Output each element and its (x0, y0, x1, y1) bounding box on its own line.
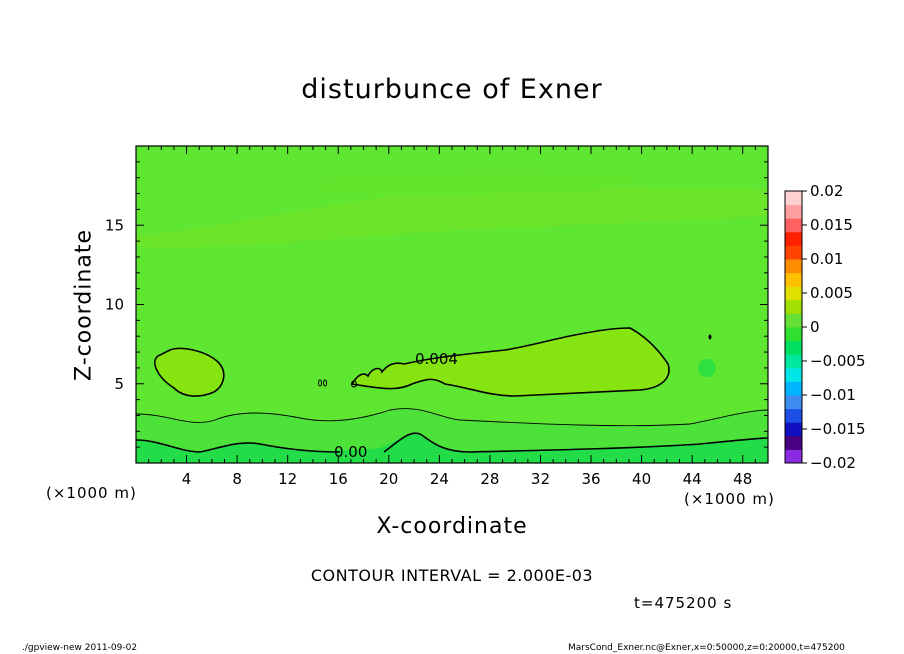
colorbar-tick-label: 0.01 (810, 250, 843, 268)
contour-cell-b (323, 379, 327, 387)
colorbar-swatch (785, 395, 802, 410)
field-small-cell (698, 359, 716, 377)
colorbar-tick-label: 0 (810, 318, 820, 336)
x-tick-label: 36 (581, 470, 600, 488)
colorbar-swatch (785, 422, 802, 437)
contour-cell-a (318, 379, 322, 387)
colorbar-swatch (785, 327, 802, 342)
contour-line-lower (136, 408, 768, 427)
x-tick-label: 44 (683, 470, 702, 488)
colorbar-swatch (785, 313, 802, 328)
colorbar-swatch (785, 435, 802, 450)
contour-label-upper: 0.004 (415, 350, 458, 368)
field-upper-band-inner (310, 170, 638, 196)
x-tick-label: 24 (430, 470, 449, 488)
field-surface (136, 433, 768, 463)
colorbar-tick-label: −0.02 (810, 454, 856, 472)
x-tick-label: 16 (329, 470, 348, 488)
chart-title: disturbunce of Exner (301, 74, 603, 105)
colorbar-tick-label: −0.005 (810, 352, 866, 370)
colorbar: 0.02 0.015 0.01 0.005 0 −0.005 −0.01 −0.015 −0.0… (784, 182, 866, 472)
time-stamp: t=475200 s (634, 594, 733, 612)
y-tick-label: 5 (114, 375, 124, 393)
colorbar-tick-label: 0.005 (810, 284, 853, 302)
y-axis-label: Z-coordinate (71, 229, 97, 381)
colorbar-swatch (785, 245, 802, 260)
contour-cell-c (351, 380, 357, 388)
colorbar-swatch (785, 381, 802, 396)
footer-right: MarsCond_Exner.nc@Exner,x=0:50000,z=0:20… (568, 643, 845, 653)
colorbar-tick-label: 0.015 (810, 216, 853, 234)
colorbar-swatch (785, 408, 802, 423)
y-axis: 5 10 15 (105, 161, 768, 448)
colorbar-swatch (785, 354, 802, 369)
x-tick-label: 32 (531, 470, 550, 488)
colorbar-tick-label: −0.01 (810, 386, 856, 404)
x-tick-label: 20 (379, 470, 398, 488)
x-tick-label: 40 (632, 470, 651, 488)
contour-interval-text: CONTOUR INTERVAL = 2.000E-03 (310, 566, 594, 585)
colorbar-swatch (785, 231, 802, 246)
colorbar-swatch (785, 340, 802, 355)
colorbar-swatch (785, 299, 802, 314)
contour-field: 0.004 0.00 (136, 146, 768, 463)
x-axis-unit-left: (×1000 m) (46, 484, 137, 502)
field-positive-blob-main (350, 327, 670, 397)
colorbar-swatch (785, 449, 802, 464)
y-tick-label: 10 (105, 296, 124, 314)
y-tick-label: 15 (105, 216, 124, 234)
colorbar-swatch (785, 367, 802, 382)
colorbar-swatch (785, 259, 802, 274)
colorbar-swatch (785, 272, 802, 287)
colorbar-tick-label: 0.02 (810, 182, 843, 200)
x-tick-label: 4 (182, 470, 192, 488)
field-upper-band (136, 187, 768, 248)
colorbar-tick-label: −0.015 (810, 420, 866, 438)
contour-line-zero (136, 432, 768, 453)
colorbar-swatch (785, 204, 802, 219)
footer-left: ./gpview-new 2011-09-02 (22, 643, 138, 653)
colorbar-swatch (785, 191, 802, 206)
x-axis: 4 8 12 16 20 24 28 32 36 40 44 48 (148, 146, 756, 488)
colorbar-swatch (785, 286, 802, 301)
x-tick-label: 48 (733, 470, 752, 488)
x-axis-unit-right: (×1000 m) (684, 490, 775, 508)
x-tick-label: 8 (232, 470, 242, 488)
x-axis-label: X-coordinate (376, 514, 528, 539)
x-tick-label: 28 (480, 470, 499, 488)
contour-cell-d (708, 334, 712, 340)
field-positive-blob-left (154, 347, 225, 397)
colorbar-swatch (785, 218, 802, 233)
contour-label-zero: 0.00 (334, 443, 367, 461)
x-tick-label: 12 (278, 470, 297, 488)
